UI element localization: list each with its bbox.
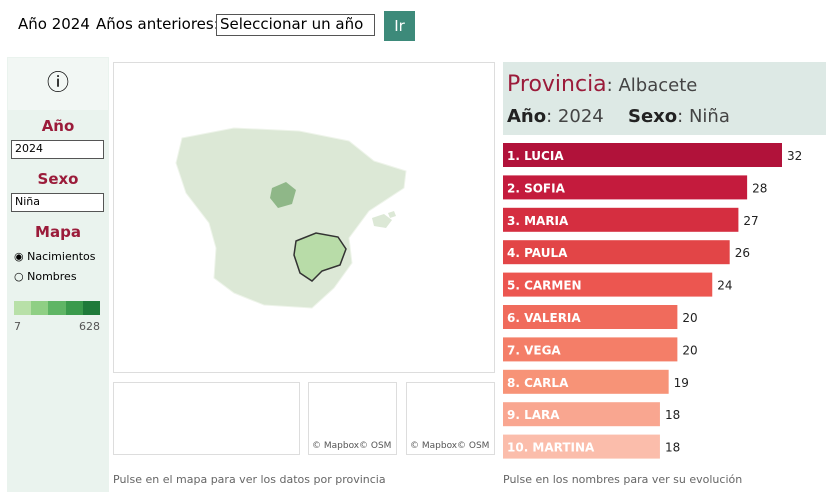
- bar-label: 2. SOFIA: [507, 181, 566, 195]
- year-label: Año 2024: [18, 15, 90, 33]
- madrid: [270, 182, 296, 208]
- sex-dropdown[interactable]: Niña: [11, 193, 104, 212]
- islands: [372, 211, 396, 228]
- value-label: 18: [665, 441, 680, 455]
- bar-label: 9. LARA: [507, 408, 560, 422]
- bar-label: 10. MARTINA: [507, 441, 595, 455]
- bar[interactable]: [503, 402, 660, 427]
- bar[interactable]: [503, 240, 730, 265]
- map-panel[interactable]: [113, 62, 495, 373]
- bar-label: 5. CARMEN: [507, 279, 582, 293]
- year-title: Año: [41, 117, 75, 135]
- value-label: 27: [743, 214, 758, 228]
- radio-option[interactable]: ○ Nombres: [14, 270, 77, 283]
- bar[interactable]: [503, 143, 782, 167]
- chart-hint: Pulse en los nombres para ver su evoluci…: [503, 473, 743, 486]
- bar[interactable]: [503, 175, 748, 200]
- attribution: © OSM: [457, 441, 490, 451]
- bar[interactable]: [503, 434, 660, 459]
- chart: 1. LUCIA 32 2. SOFIA 28 3. MARIA 27 4. PAULA 26…: [503, 143, 802, 459]
- province-label: Provincia: [507, 72, 607, 97]
- bar[interactable]: [503, 337, 678, 362]
- bar-label: 7. VEGA: [507, 343, 561, 357]
- legend-max: 628: [79, 320, 100, 333]
- bar[interactable]: [503, 305, 678, 329]
- attribution: © Mapbox: [410, 441, 458, 451]
- ceuta-inset: © Mapbox © OSM: [308, 382, 397, 455]
- value-label: 26: [735, 246, 750, 260]
- legend-min: 7: [14, 320, 21, 333]
- bar-label: 1. LUCIA: [507, 149, 564, 163]
- info-icon[interactable]: ⓘ: [8, 58, 108, 110]
- panel-header: Provincia: Albacete Año: 2024 Sexo: Niña: [503, 62, 826, 135]
- option-label: Nacimientos: [27, 250, 96, 263]
- spain-shape: [175, 127, 407, 309]
- year: : 2024: [546, 106, 604, 127]
- value-label: 20: [682, 311, 697, 325]
- attribution: © OSM: [359, 441, 392, 451]
- value-label: 20: [682, 343, 697, 357]
- canarias-inset: [113, 382, 300, 455]
- bar[interactable]: [503, 369, 669, 394]
- melilla-inset: © Mapbox © OSM: [406, 382, 495, 455]
- bar-label: 6. VALERIA: [507, 311, 581, 325]
- sex: : Niña: [677, 106, 730, 127]
- radio-option[interactable]: ◉ Nacimientos: [14, 250, 96, 263]
- map: [175, 127, 407, 309]
- value-label: 24: [717, 279, 732, 293]
- color-legend: [14, 301, 101, 315]
- value-label: 19: [674, 376, 689, 390]
- bar[interactable]: [503, 207, 739, 232]
- map-title: Mapa: [35, 223, 81, 241]
- previous-label: Años anteriores:: [96, 15, 219, 33]
- year-label: Año: [507, 106, 547, 127]
- attribution: © Mapbox: [312, 441, 360, 451]
- year-dropdown[interactable]: 2024: [11, 140, 104, 159]
- map-hint: Pulse en el mapa para ver los datos por …: [113, 473, 386, 486]
- value-label: 32: [787, 149, 802, 163]
- sex-title: Sexo: [37, 170, 79, 188]
- bar[interactable]: [503, 272, 713, 297]
- go-button[interactable]: Ir: [384, 11, 415, 41]
- bar-label: 3. MARIA: [507, 214, 569, 228]
- value-label: 18: [665, 408, 680, 422]
- year-select[interactable]: Seleccionar un año: [216, 14, 375, 36]
- albacete[interactable]: [293, 232, 347, 282]
- province: : Albacete: [606, 75, 698, 96]
- value-label: 28: [752, 181, 767, 195]
- sex-label: Sexo: [628, 106, 678, 127]
- bar-label: 8. CARLA: [507, 376, 569, 390]
- bar-label: 4. PAULA: [507, 246, 568, 260]
- option-label: Nombres: [27, 270, 77, 283]
- sidebar: [7, 57, 109, 492]
